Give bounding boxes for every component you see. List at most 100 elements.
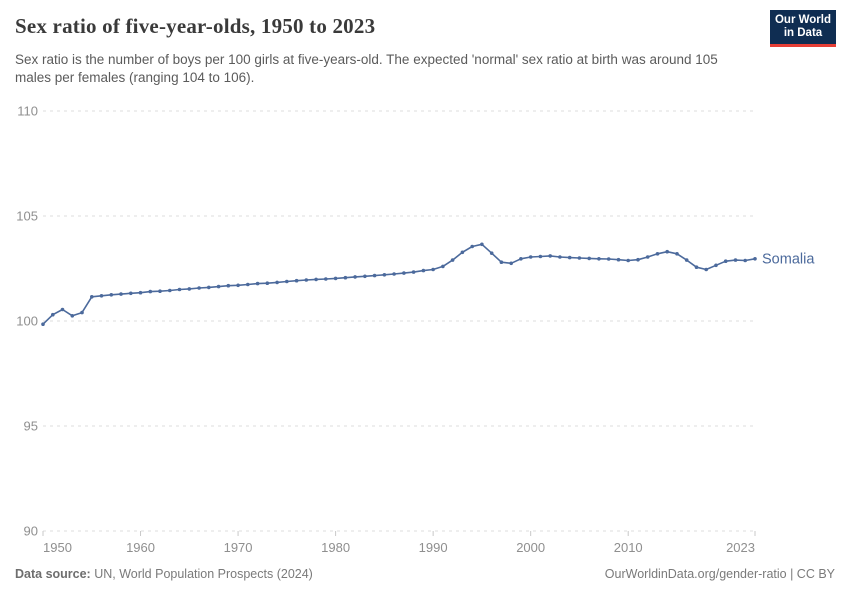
x-tick-label: 2010 — [614, 540, 643, 555]
data-point[interactable] — [509, 261, 513, 266]
y-tick-label: 105 — [16, 209, 38, 224]
data-point[interactable] — [480, 242, 484, 247]
x-tick-label: 2023 — [726, 540, 755, 555]
data-point[interactable] — [460, 250, 465, 255]
data-point[interactable] — [684, 258, 689, 262]
x-tick-label: 1990 — [419, 540, 448, 555]
data-source: Data source: UN, World Population Prospe… — [15, 567, 313, 581]
data-point[interactable] — [70, 314, 75, 318]
data-point[interactable] — [528, 255, 533, 259]
data-source-value: UN, World Population Prospects (2024) — [94, 567, 313, 581]
series-label[interactable]: Somalia — [762, 251, 815, 267]
data-point[interactable] — [99, 294, 104, 298]
data-point[interactable] — [392, 272, 396, 276]
data-point[interactable] — [90, 295, 94, 299]
data-point[interactable] — [148, 289, 153, 294]
data-point[interactable] — [158, 289, 162, 293]
data-point[interactable] — [236, 283, 240, 288]
owid-logo-line2: in Data — [783, 27, 823, 39]
x-tick-label: 1970 — [224, 540, 253, 555]
x-tick-label: 1960 — [126, 540, 155, 555]
data-point[interactable] — [597, 257, 601, 261]
data-point[interactable] — [723, 259, 728, 263]
data-point[interactable] — [704, 267, 708, 272]
data-point[interactable] — [343, 275, 348, 280]
data-point[interactable] — [382, 273, 387, 277]
data-point[interactable] — [421, 268, 426, 273]
data-point[interactable] — [246, 282, 250, 287]
data-point[interactable] — [80, 310, 84, 315]
owid-logo-line1: Our World — [774, 14, 831, 26]
data-point[interactable] — [314, 277, 318, 282]
data-point[interactable] — [168, 288, 172, 293]
data-point[interactable] — [138, 290, 143, 295]
data-point[interactable] — [616, 257, 621, 262]
x-tick-label: 1950 — [43, 540, 72, 555]
data-point[interactable] — [304, 278, 309, 282]
data-point[interactable] — [441, 264, 445, 269]
y-tick-label: 90 — [24, 524, 38, 539]
data-point[interactable] — [363, 274, 367, 279]
y-tick-label: 95 — [24, 419, 38, 434]
y-tick-label: 100 — [16, 314, 38, 329]
data-point[interactable] — [519, 257, 523, 261]
data-point[interactable] — [353, 275, 357, 279]
line-chart[interactable]: 110 105 100 95 90 1950 1960 1970 1980 1990 2000 201… — [0, 95, 850, 570]
chart-footer: Data source: UN, World Population Prospe… — [15, 567, 835, 581]
owid-logo[interactable]: Our World in Data — [770, 10, 836, 47]
data-point[interactable] — [119, 292, 123, 296]
data-point[interactable] — [197, 286, 201, 290]
data-point[interactable] — [499, 260, 504, 264]
data-point[interactable] — [645, 255, 650, 259]
data-point[interactable] — [558, 255, 562, 259]
data-point[interactable] — [606, 257, 611, 261]
data-point[interactable] — [538, 254, 543, 259]
data-point[interactable] — [129, 291, 133, 296]
data-point[interactable] — [753, 257, 757, 261]
data-point[interactable] — [265, 281, 270, 285]
data-point[interactable] — [187, 287, 192, 291]
data-point[interactable] — [255, 281, 260, 286]
chart-subtitle: Sex ratio is the number of boys per 100 … — [15, 52, 718, 85]
data-point[interactable] — [548, 254, 552, 258]
data-point[interactable] — [489, 251, 494, 255]
data-point[interactable] — [177, 287, 182, 292]
x-tick-label: 1980 — [321, 540, 350, 555]
data-point[interactable] — [372, 273, 377, 278]
data-point[interactable] — [60, 307, 65, 312]
data-point[interactable] — [587, 256, 591, 261]
data-point[interactable] — [51, 312, 55, 317]
data-point[interactable] — [333, 276, 338, 281]
data-point[interactable] — [207, 285, 211, 290]
data-point[interactable] — [733, 258, 738, 262]
data-point[interactable] — [636, 257, 640, 262]
data-point[interactable] — [743, 258, 747, 263]
data-source-label: Data source: — [15, 567, 91, 581]
data-point[interactable] — [450, 258, 455, 262]
data-point[interactable] — [109, 293, 114, 297]
data-point[interactable] — [655, 252, 660, 256]
x-tick-label: 2000 — [516, 540, 545, 555]
data-point[interactable] — [216, 284, 221, 289]
data-point[interactable] — [285, 279, 289, 284]
y-tick-label: 110 — [17, 104, 38, 119]
data-point[interactable] — [411, 270, 416, 274]
data-point[interactable] — [470, 244, 475, 249]
data-point[interactable] — [294, 278, 299, 283]
data-point[interactable] — [567, 255, 572, 260]
data-point[interactable] — [694, 265, 699, 269]
data-point[interactable] — [226, 283, 231, 288]
data-point[interactable] — [577, 256, 582, 260]
data-point[interactable] — [41, 322, 45, 326]
data-point[interactable] — [324, 277, 328, 281]
data-point[interactable] — [402, 271, 406, 275]
data-point[interactable] — [431, 267, 435, 272]
data-point[interactable] — [714, 263, 718, 268]
data-point[interactable] — [626, 258, 630, 263]
data-point[interactable] — [675, 252, 679, 256]
footer-link[interactable]: OurWorldinData.org/gender-ratio | CC BY — [604, 567, 835, 581]
page-title: Sex ratio of five-year-olds, 1950 to 202… — [15, 14, 376, 38]
data-point[interactable] — [665, 249, 669, 254]
data-point[interactable] — [275, 280, 279, 285]
